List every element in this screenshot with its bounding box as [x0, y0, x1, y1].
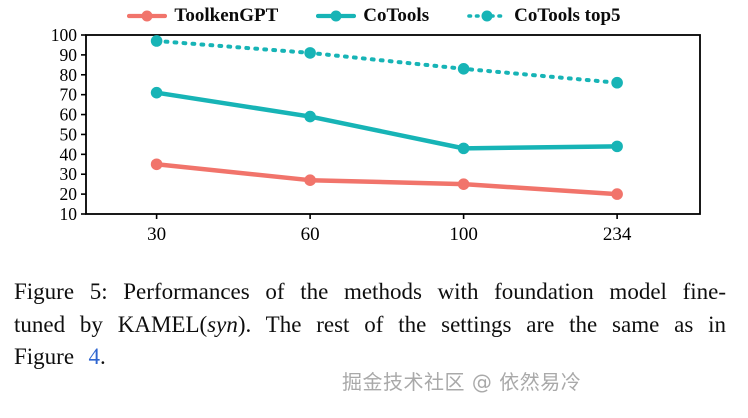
series-line-cotools-top5	[154, 38, 620, 85]
caption-period: .	[100, 344, 106, 370]
data-point-cotools-top5	[304, 47, 316, 59]
legend-label: CoTools	[363, 5, 430, 26]
data-point-toolkengpt	[457, 178, 470, 190]
legend-item-cotools-top5: CoTools top5	[467, 5, 621, 27]
data-point-cotools-top5	[611, 76, 623, 89]
figure-4-link[interactable]: 4	[88, 344, 101, 370]
y-tick-label: 30	[60, 164, 78, 184]
y-tick-label: 20	[60, 184, 78, 204]
legend-item-cotools: CoTools	[316, 5, 429, 27]
legend-label: CoTools top5	[514, 5, 621, 26]
data-point-cotools	[304, 110, 316, 123]
legend-marker-icon	[127, 10, 168, 22]
caption-text-2: ). The rest of the settings are the same…	[14, 311, 726, 370]
figure-caption: Figure 5: Performances of the methods wi…	[14, 276, 726, 374]
caption-text-1: Figure 5: Performances of the methods wi…	[14, 279, 726, 337]
caption-italic-syn: syn	[207, 311, 238, 337]
legend-label: ToolkenGPT	[174, 5, 279, 26]
x-tick-label: 30	[147, 224, 166, 245]
series-line-toolkengpt	[154, 162, 620, 197]
y-tick-label: 60	[60, 105, 78, 125]
data-point-cotools	[150, 86, 163, 99]
y-tick-label: 90	[60, 45, 78, 65]
data-point-cotools-top5	[457, 63, 470, 75]
x-tick-label: 100	[449, 224, 478, 245]
y-tick-label: 80	[60, 65, 78, 85]
data-point-cotools-top5	[150, 35, 163, 47]
chart-legend: ToolkenGPT CoTools CoTools top5	[0, 0, 748, 28]
legend-item-toolkengpt: ToolkenGPT	[127, 5, 278, 27]
watermark: 掘金技术社区 @ 依然易冷	[342, 370, 582, 394]
legend-marker-icon	[467, 10, 507, 22]
y-tick-label: 10	[60, 204, 78, 224]
y-tick-label: 70	[60, 85, 78, 105]
y-tick-label: 50	[60, 124, 78, 144]
data-point-toolkengpt	[304, 174, 316, 186]
legend-marker-icon	[316, 10, 357, 22]
y-tick-label: 100	[51, 28, 78, 45]
data-point-toolkengpt	[611, 188, 623, 200]
series-line-cotools	[154, 90, 620, 151]
x-tick-label: 60	[301, 224, 320, 245]
figure-5-chart: ToolkenGPT CoTools CoTools top5 10 20 30 40 50…	[0, 0, 748, 245]
x-tick-label: 234	[603, 224, 632, 245]
data-point-cotools	[611, 140, 623, 153]
y-tick-label: 40	[60, 144, 78, 164]
plot-border	[85, 34, 701, 215]
data-point-cotools	[457, 142, 470, 155]
data-point-toolkengpt	[150, 158, 163, 171]
